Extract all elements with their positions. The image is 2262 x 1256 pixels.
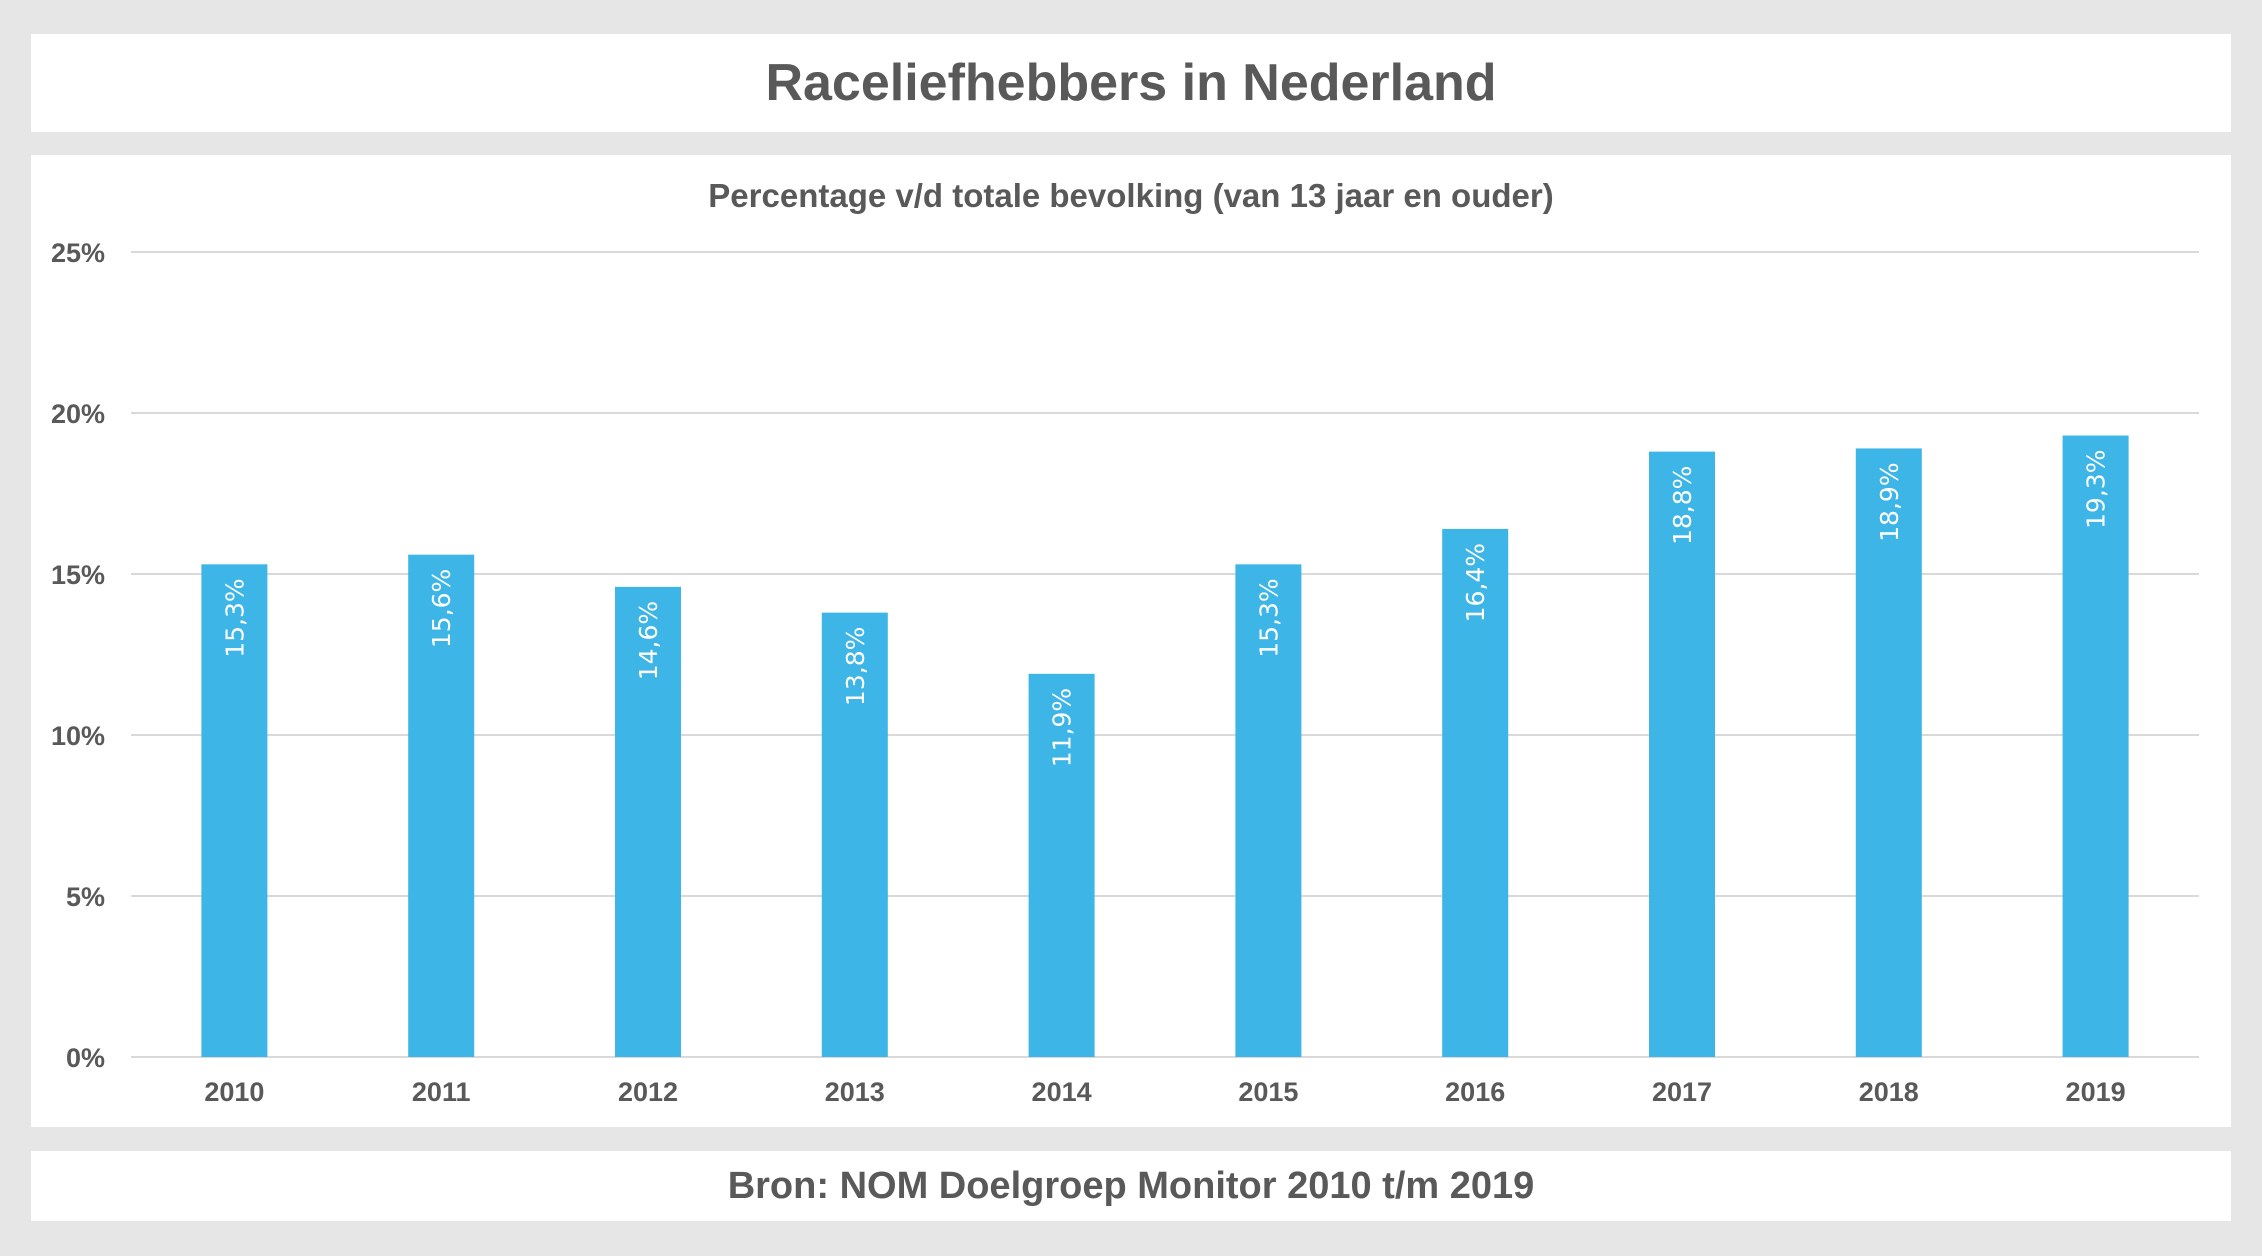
y-tick-label: 10% <box>51 721 105 751</box>
y-tick-label: 0% <box>66 1043 105 1073</box>
bar-2010 <box>201 564 268 1057</box>
title-panel: Raceliefhebbers in Nederland <box>31 34 2231 132</box>
bar-2018 <box>1855 448 1922 1057</box>
y-tick-label: 20% <box>51 399 105 429</box>
x-tick-label: 2016 <box>1445 1077 1505 1107</box>
chart-panel: Percentage v/d totale bevolking (van 13 … <box>31 155 2231 1127</box>
x-tick-label: 2013 <box>825 1077 885 1107</box>
chart-title: Raceliefhebbers in Nederland <box>765 54 1497 112</box>
data-label: 19,3% <box>2082 450 2111 529</box>
bar-2015 <box>1235 564 1302 1057</box>
x-tick-label: 2015 <box>1238 1077 1298 1107</box>
bar-layer <box>201 435 2129 1057</box>
x-tick-label: 2010 <box>204 1077 264 1107</box>
data-label: 14,6% <box>634 601 663 680</box>
y-tick-label: 15% <box>51 560 105 590</box>
chart-subtitle: Percentage v/d totale bevolking (van 13 … <box>708 177 1554 214</box>
x-tick-label: 2011 <box>412 1077 471 1107</box>
bar-2012 <box>615 586 681 1057</box>
data-label: 15,3% <box>1254 578 1283 657</box>
y-tick-label: 25% <box>51 238 105 268</box>
x-tick-label: 2014 <box>1032 1077 1092 1107</box>
data-label: 16,4% <box>1461 543 1490 622</box>
label-layer: 0% 5% 10% 15% 20% 25% 15,3% 2010 15,6% 2011 14,6% 2… <box>51 238 2126 1107</box>
bar-2016 <box>1442 528 1509 1057</box>
x-tick-label: 2018 <box>1859 1077 1919 1107</box>
data-label: 15,6% <box>427 569 456 648</box>
data-label: 18,9% <box>1875 462 1904 541</box>
bar-2014 <box>1028 673 1095 1057</box>
data-label: 11,9% <box>1048 688 1077 767</box>
source-note: Bron: NOM Doelgroep Monitor 2010 t/m 201… <box>727 1165 1535 1207</box>
bar-2019 <box>2062 435 2129 1057</box>
bar-2011 <box>408 554 475 1057</box>
x-tick-label: 2012 <box>618 1077 678 1107</box>
y-tick-label: 5% <box>66 882 105 912</box>
x-tick-label: 2017 <box>1652 1077 1712 1107</box>
data-label: 18,8% <box>1668 466 1697 545</box>
grid-layer <box>131 251 2199 1058</box>
bar-2017 <box>1649 451 1715 1057</box>
source-panel: Bron: NOM Doelgroep Monitor 2010 t/m 201… <box>31 1151 2231 1221</box>
data-label: 15,3% <box>220 578 249 657</box>
data-label: 13,8% <box>841 627 870 706</box>
bar-chart: 0% 5% 10% 15% 20% 25% 15,3% 2010 15,6% 2011 14,6% 2… <box>51 238 2199 1107</box>
x-tick-label: 2019 <box>2066 1077 2126 1107</box>
bar-2013 <box>821 612 888 1057</box>
